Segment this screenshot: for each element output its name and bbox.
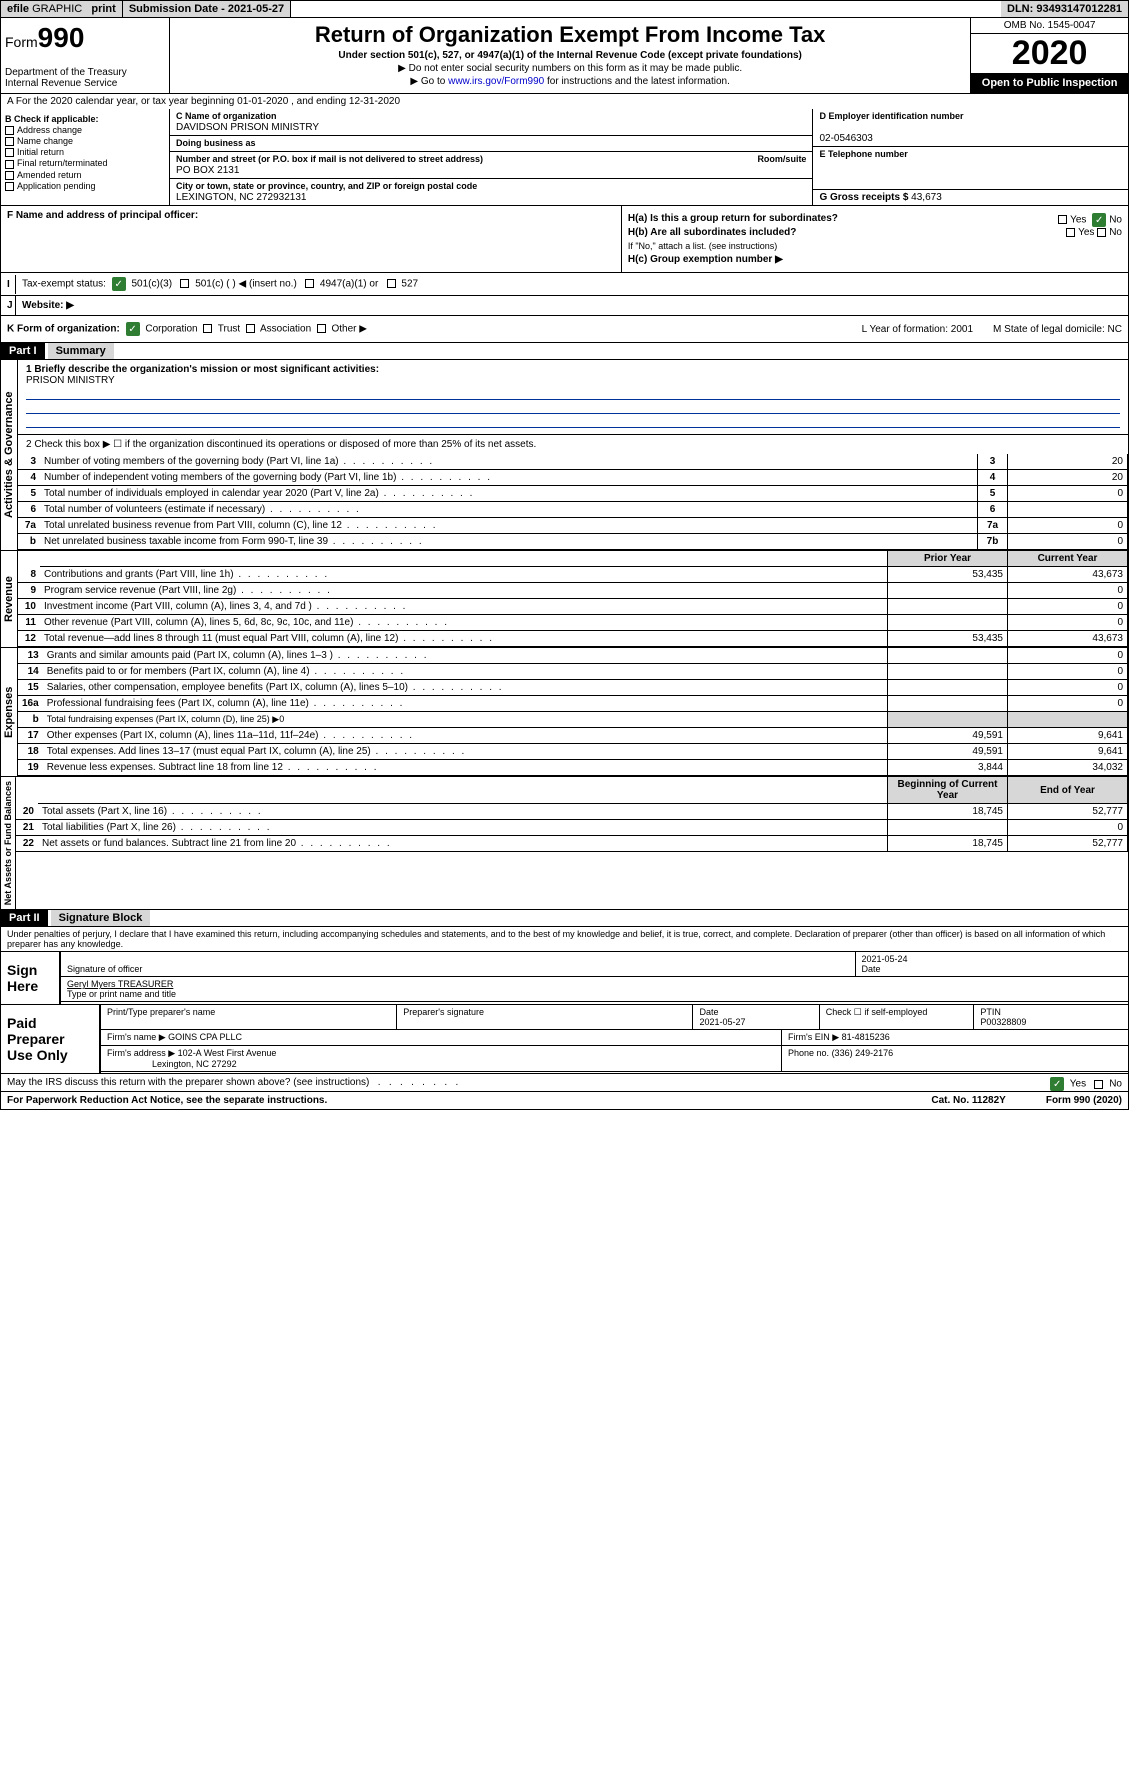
vert-activities: Activities & Governance [1, 360, 18, 550]
paid-preparer-block: Paid Preparer Use Only Print/Type prepar… [0, 1005, 1129, 1074]
tax-year: 2020 [971, 34, 1128, 73]
check-icon: ✓ [112, 277, 126, 291]
prep-date: 2021-05-27 [699, 1017, 745, 1027]
gross-receipts: 43,673 [911, 192, 942, 203]
department: Department of the Treasury Internal Reve… [5, 67, 165, 89]
firm-ein: 81-4815236 [842, 1032, 890, 1042]
ssn-note: ▶ Do not enter social security numbers o… [174, 63, 966, 74]
sign-here-block: Sign Here Signature of officer 2021-05-2… [0, 952, 1129, 1005]
section-h: H(a) Is this a group return for subordin… [621, 206, 1128, 272]
goto-note: ▶ Go to www.irs.gov/Form990 for instruct… [174, 76, 966, 87]
org-city: LEXINGTON, NC 272932131 [176, 192, 306, 203]
officer-name: Geryl Myers TREASURER [67, 979, 173, 989]
state-domicile: M State of legal domicile: NC [993, 324, 1122, 335]
section-c: C Name of organizationDAVIDSON PRISON MI… [170, 109, 812, 205]
sign-date: 2021-05-24 [862, 954, 908, 964]
section-deg: D Employer identification number02-05463… [812, 109, 1128, 205]
part2-title: Signature Block [51, 910, 151, 926]
top-bar: efile GRAPHIC print Submission Date - 20… [0, 0, 1129, 18]
firm-address: 102-A West First Avenue [178, 1048, 277, 1058]
dln: DLN: 93493147012281 [1001, 1, 1128, 17]
tax-exempt-status: Tax-exempt status: ✓ 501(c)(3) 501(c) ( … [16, 273, 424, 295]
part1-title: Summary [48, 343, 114, 359]
row-a-tax-year: A For the 2020 calendar year, or tax yea… [0, 94, 1129, 109]
omb-number: OMB No. 1545-0047 [971, 18, 1128, 34]
vert-expenses: Expenses [1, 648, 18, 776]
year-formation: L Year of formation: 2001 [862, 324, 973, 335]
form-header: Form990 Department of the Treasury Inter… [0, 18, 1129, 94]
section-b: B Check if applicable: Address change Na… [1, 109, 170, 205]
vert-netassets: Net Assets or Fund Balances [1, 777, 16, 909]
part2-header: Part II [1, 910, 48, 926]
row-k: K Form of organization: ✓ Corporation Tr… [0, 316, 1129, 343]
check-icon: ✓ [1092, 213, 1106, 227]
vert-revenue: Revenue [1, 551, 18, 647]
ein: 02-0546303 [819, 133, 872, 144]
page-footer: For Paperwork Reduction Act Notice, see … [0, 1092, 1129, 1110]
table-activities: 3Number of voting members of the governi… [18, 454, 1128, 550]
entity-block: B Check if applicable: Address change Na… [0, 109, 1129, 206]
principal-group-block: F Name and address of principal officer:… [0, 206, 1129, 273]
org-address: PO BOX 2131 [176, 165, 239, 176]
ptin: P00328809 [980, 1017, 1026, 1027]
open-inspection: Open to Public Inspection [971, 73, 1128, 93]
submission-date: Submission Date - 2021-05-27 [123, 1, 291, 17]
check-icon: ✓ [1050, 1077, 1064, 1091]
efile-label: efile GRAPHIC print [1, 1, 123, 17]
part1-header: Part I [1, 343, 45, 359]
firm-phone: (336) 249-2176 [832, 1048, 894, 1058]
line2: 2 Check this box ▶ ☐ if the organization… [18, 434, 1128, 454]
check-icon: ✓ [126, 322, 140, 336]
table-netassets: Beginning of Current YearEnd of Year20To… [16, 777, 1128, 852]
form-number: Form990 [5, 22, 165, 54]
instructions-link[interactable]: www.irs.gov/Form990 [448, 76, 544, 87]
table-revenue: Prior YearCurrent Year8Contributions and… [18, 551, 1128, 647]
website: Website: ▶ [16, 296, 80, 315]
penalty-statement: Under penalties of perjury, I declare th… [0, 927, 1129, 952]
line1: 1 Briefly describe the organization's mi… [18, 360, 1128, 434]
row-j-label: J [1, 296, 16, 315]
section-f: F Name and address of principal officer: [1, 206, 621, 272]
org-name: DAVIDSON PRISON MINISTRY [176, 122, 319, 133]
discuss-row: May the IRS discuss this return with the… [0, 1074, 1129, 1092]
firm-name: GOINS CPA PLLC [168, 1032, 242, 1042]
print-link[interactable]: print [91, 3, 115, 15]
table-expenses: 13Grants and similar amounts paid (Part … [18, 648, 1128, 776]
row-i-label: I [1, 275, 16, 294]
form-title: Return of Organization Exempt From Incom… [174, 22, 966, 48]
form-subtitle: Under section 501(c), 527, or 4947(a)(1)… [174, 50, 966, 61]
